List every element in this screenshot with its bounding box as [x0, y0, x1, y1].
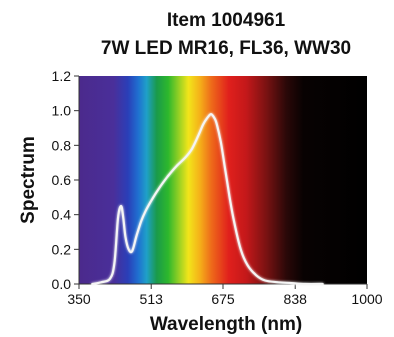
y-tick-label: 0.2 — [52, 241, 72, 257]
x-tick-label: 1000 — [351, 291, 382, 307]
x-tick-label: 838 — [284, 291, 308, 307]
y-tick-label: 0.8 — [52, 137, 72, 153]
x-tick-label: 675 — [211, 291, 235, 307]
y-tick-label: 1.0 — [52, 103, 72, 119]
spectrum-curve — [91, 113, 324, 286]
y-tick-label: 1.2 — [52, 68, 72, 84]
y-axis-title: Spectrum — [18, 136, 39, 224]
y-tick-label: 0.4 — [52, 207, 72, 223]
x-axis: 350 513 675 838 1000 — [67, 283, 383, 307]
y-tick-label: 0.6 — [52, 172, 72, 188]
y-tick-label: 0.0 — [52, 276, 72, 292]
x-axis-title: Wavelength (nm) — [150, 314, 302, 335]
y-axis: 0.0 0.2 0.4 0.6 0.8 1.0 1.2 — [52, 68, 80, 292]
x-tick-label: 350 — [67, 291, 91, 307]
plot-background — [79, 76, 367, 284]
chart-title: Item 1004961 — [167, 10, 286, 31]
x-tick-label: 513 — [140, 291, 164, 307]
chart-subtitle: 7W LED MR16, FL36, WW30 — [101, 38, 351, 59]
